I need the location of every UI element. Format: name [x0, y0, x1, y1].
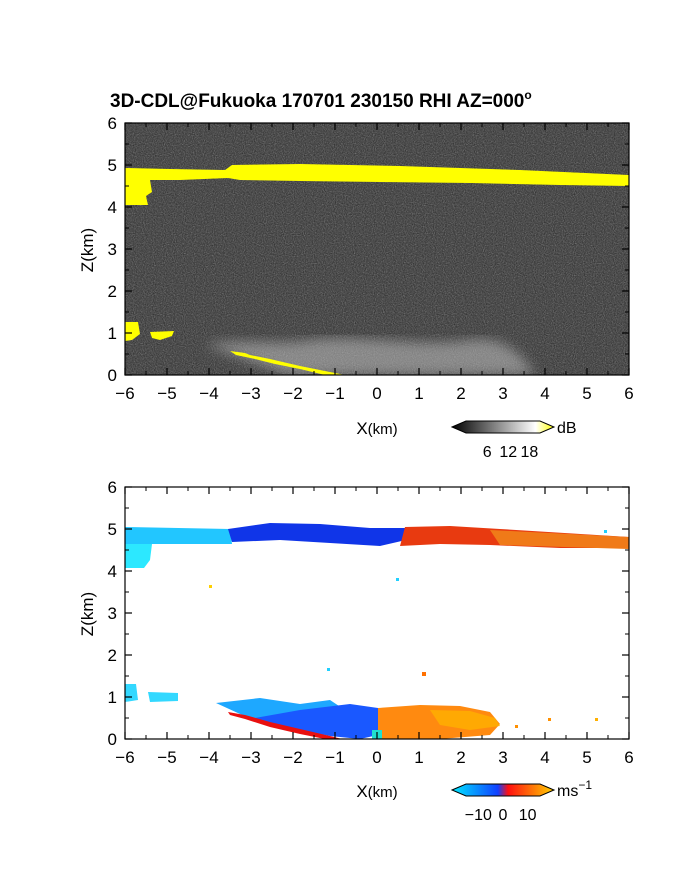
y-tick-label: 0	[108, 730, 117, 749]
velocity-xlabel: X(km)	[356, 782, 397, 801]
x-tick-label: 6	[624, 748, 633, 767]
chart-title: 3D-CDL@Fukuoka 170701 230150 RHI AZ=000o	[110, 88, 532, 112]
velocity-cyan-patch	[125, 544, 152, 568]
velocity-lower-cyan	[125, 684, 138, 702]
x-tick-label: 2	[456, 384, 465, 403]
yellow-ground-streak	[230, 351, 345, 375]
y-tick-label: 3	[108, 240, 117, 259]
y-tick-label: 4	[108, 198, 117, 217]
x-tick-label: −5	[157, 384, 176, 403]
y-tick-label: 3	[108, 604, 117, 623]
x-tick-label: −5	[157, 748, 176, 767]
colorbar-tick-label: 10	[519, 807, 537, 824]
velocity-colorbar-unit: ms−1	[557, 778, 592, 800]
backscatter-ylabel: Z(km)	[78, 228, 97, 272]
x-tick-label: 5	[582, 748, 591, 767]
backscatter-plot-area	[125, 123, 629, 375]
x-tick-label: 0	[372, 748, 381, 767]
x-tick-label: −2	[283, 384, 302, 403]
colorbar-tick-label: 0	[499, 807, 508, 824]
x-tick-label: 4	[540, 748, 549, 767]
y-tick-label: 2	[108, 646, 117, 665]
velocity-colorbar: ms−1 −10 0 10	[450, 778, 592, 824]
colorbar-tick-label: 6	[483, 444, 492, 461]
colorbar-tick-label: 18	[521, 444, 539, 461]
y-tick-label: 5	[108, 520, 117, 539]
velocity-upper-blue	[228, 523, 410, 546]
x-tick-label: 3	[498, 384, 507, 403]
velocity-lower-cyan2	[148, 692, 178, 702]
y-tick-label: 1	[108, 688, 117, 707]
backscatter-colorbar-unit: dB	[557, 420, 577, 437]
x-tick-label: −1	[325, 384, 344, 403]
x-tick-label: −6	[115, 748, 134, 767]
velocity-plot-area	[125, 487, 629, 739]
backscatter-xlabel: X(km)	[356, 419, 397, 438]
x-tick-label: 1	[414, 748, 423, 767]
x-tick-label: 5	[582, 384, 591, 403]
x-tick-label: −3	[241, 748, 260, 767]
x-tick-label: −2	[283, 748, 302, 767]
x-tick-label: 4	[540, 384, 549, 403]
velocity-lower-yellow	[430, 710, 500, 730]
y-tick-label: 6	[108, 478, 117, 497]
yellow-patch-low2	[150, 331, 174, 340]
y-tick-label: 0	[108, 366, 117, 385]
velocity-lower-red-streak	[228, 712, 342, 739]
y-tick-label: 6	[108, 114, 117, 133]
x-tick-label: −1	[325, 748, 344, 767]
velocity-upper-orange	[490, 530, 629, 549]
yellow-patch-low	[125, 322, 140, 341]
y-tick-label: 2	[108, 282, 117, 301]
x-tick-label: −6	[115, 384, 134, 403]
y-tick-label: 1	[108, 324, 117, 343]
yellow-patch-left	[125, 180, 152, 205]
yellow-cloud-layer	[125, 164, 629, 186]
velocity-ticks: −6 −5 −4 −3 −2 −1 0 1 2 3 4 5 6 0 1 2 3 4 5 6	[108, 478, 634, 767]
x-tick-label: 0	[372, 384, 381, 403]
x-tick-label: −3	[241, 384, 260, 403]
velocity-upper-cyan	[125, 527, 232, 544]
velocity-ylabel: Z(km)	[78, 592, 97, 636]
backscatter-ticks: −6 −5 −4 −3 −2 −1 0 1 2 3 4 5 6 0 1 2 3 4 5 6	[108, 114, 634, 403]
colorbar-tick-label: 12	[499, 444, 517, 461]
y-tick-label: 4	[108, 562, 117, 581]
x-tick-label: 3	[498, 748, 507, 767]
x-tick-label: −4	[199, 748, 218, 767]
y-tick-label: 5	[108, 156, 117, 175]
colorbar-tick-label: −10	[465, 807, 492, 824]
x-tick-label: 1	[414, 384, 423, 403]
x-tick-label: 2	[456, 748, 465, 767]
velocity-lower-blue	[255, 704, 378, 739]
backscatter-colorbar: dB 6 12 18	[450, 420, 577, 461]
x-tick-label: −4	[199, 384, 218, 403]
x-tick-label: 6	[624, 384, 633, 403]
